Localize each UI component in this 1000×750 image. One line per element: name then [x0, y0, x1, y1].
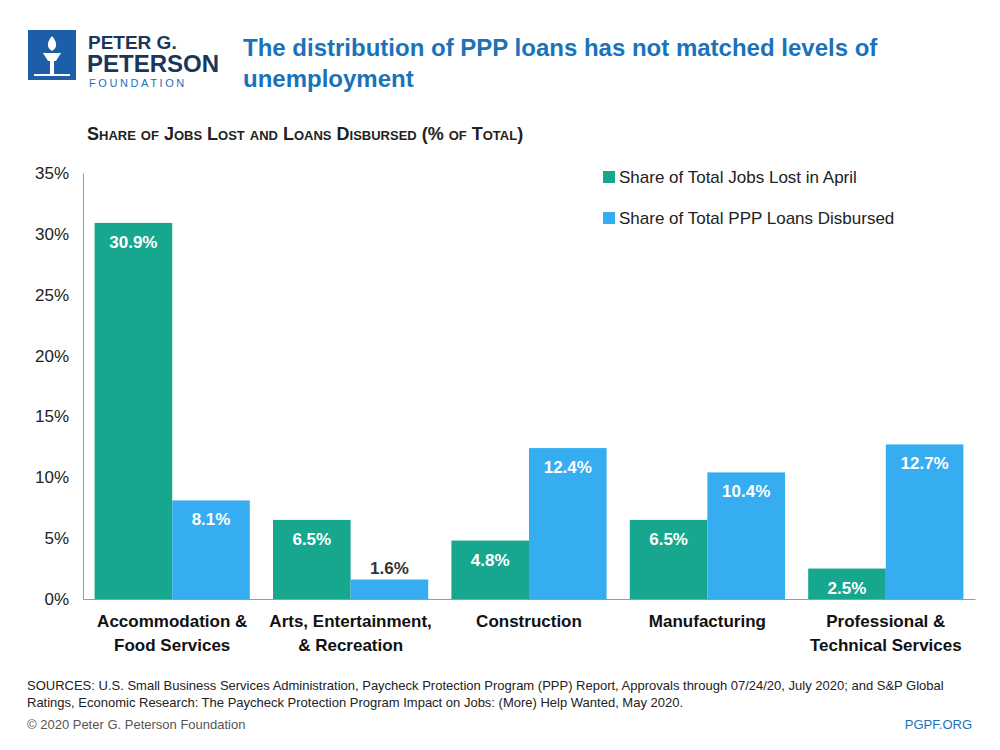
source: SOURCES: U.S. Small Business Services Ad… — [27, 678, 944, 710]
bars — [95, 223, 964, 599]
text-line: Arts, Entertainment, — [269, 612, 431, 631]
text-line: Food Services — [114, 636, 230, 655]
x-tick-label: Professional & Technical Services — [810, 612, 962, 655]
y-axis-line — [83, 174, 84, 600]
text-line: Manufacturing — [649, 612, 766, 631]
data-labels: 30.9% 6.5% 4.8% 6.5% 2.5% 8.1% 1.6% 12.4% 10.4% 1… — [109, 233, 948, 598]
legend: Share of Total Jobs Lost in April Share o… — [603, 168, 894, 228]
x-tick: Construction — [476, 599, 582, 631]
text-line: Accommodation & — [97, 612, 247, 631]
bar — [707, 472, 785, 599]
text-line: The distribution of PPP loans has not ma… — [243, 34, 878, 61]
y-tick: 25% — [35, 286, 83, 305]
y-tick-label: 35% — [35, 164, 69, 183]
legend-swatch — [603, 171, 615, 183]
y-tick: 5% — [44, 529, 83, 548]
bar — [351, 580, 429, 599]
x-tick: Arts, Entertainment, & Recreation — [269, 599, 431, 655]
x-tick-label: Accommodation & Food Services — [97, 612, 247, 655]
logo-flame — [48, 36, 56, 51]
text-line: Ratings, Economic Research: The Paycheck… — [27, 695, 683, 710]
data-label: 30.9% — [109, 233, 157, 252]
logo-text: FOUNDATION — [89, 77, 187, 89]
data-label: 4.8% — [471, 551, 510, 570]
legend-label: Share of Total PPP Loans Disbursed — [619, 209, 894, 228]
data-label: 6.5% — [649, 530, 688, 549]
data-label: 8.1% — [192, 510, 231, 529]
y-tick-label: 0% — [44, 590, 69, 609]
bar — [172, 500, 250, 599]
subtitle: Share of Jobs Lost and Loans Disbursed (… — [87, 124, 523, 144]
y-tick-label: 10% — [35, 468, 69, 487]
logo: PETER G.PETERSONFOUNDATION — [28, 30, 219, 89]
bar — [95, 223, 173, 599]
y-tick-label: 30% — [35, 225, 69, 244]
bar — [273, 520, 351, 599]
data-label: 10.4% — [722, 482, 770, 501]
data-label: 12.4% — [544, 458, 592, 477]
logo-box — [28, 30, 76, 80]
url: PGPF.ORG — [905, 717, 972, 732]
legend-swatch — [603, 212, 615, 224]
y-tick: 30% — [35, 225, 83, 244]
legend-label: Share of Total Jobs Lost in April — [619, 168, 857, 187]
y-tick: 35% — [35, 164, 83, 183]
bar — [630, 520, 708, 599]
data-label: 1.6% — [370, 559, 409, 578]
x-tick: Accommodation & Food Services — [97, 599, 247, 655]
logo-text: PETERSON — [87, 50, 219, 77]
chart-svg: PETER G.PETERSONFOUNDATION The distributi… — [0, 0, 1000, 750]
title: The distribution of PPP loans has not ma… — [243, 34, 878, 92]
text-line: Construction — [476, 612, 582, 631]
x-tick-label: Construction — [476, 612, 582, 631]
data-label: 2.5% — [828, 579, 867, 598]
y-tick-label: 20% — [35, 347, 69, 366]
text-line: & Recreation — [298, 636, 403, 655]
y-tick-label: 15% — [35, 407, 69, 426]
x-tick-label: Manufacturing — [649, 612, 766, 631]
text-line: Technical Services — [810, 636, 962, 655]
text-line: Professional & — [826, 612, 945, 631]
y-tick-label: 5% — [44, 529, 69, 548]
logo-torch — [43, 53, 61, 61]
logo-base — [34, 74, 70, 76]
bar — [451, 541, 529, 599]
x-tick: Manufacturing — [649, 599, 766, 631]
bar — [886, 444, 964, 599]
bar — [808, 569, 886, 599]
y-tick: 20% — [35, 347, 83, 366]
y-tick: 15% — [35, 407, 83, 426]
text-line: SOURCES: U.S. Small Business Services Ad… — [27, 678, 944, 693]
logo-handle — [50, 61, 54, 74]
y-axis: 0% 5% 10% 15% 20% 25% 30% 35% — [35, 164, 84, 609]
copyright: © 2020 Peter G. Peterson Foundation — [27, 717, 245, 732]
data-label: 6.5% — [292, 530, 331, 549]
text-line: unemployment — [243, 65, 414, 92]
y-tick-label: 25% — [35, 286, 69, 305]
x-tick: Professional & Technical Services — [810, 599, 962, 655]
y-tick: 10% — [35, 468, 83, 487]
data-label: 12.7% — [901, 454, 949, 473]
y-tick: 0% — [44, 590, 83, 609]
x-tick-label: Arts, Entertainment, & Recreation — [269, 612, 431, 655]
x-axis-line — [84, 599, 976, 600]
x-axis: Accommodation & Food Services Arts, Entert… — [84, 599, 976, 655]
bar — [529, 448, 607, 599]
